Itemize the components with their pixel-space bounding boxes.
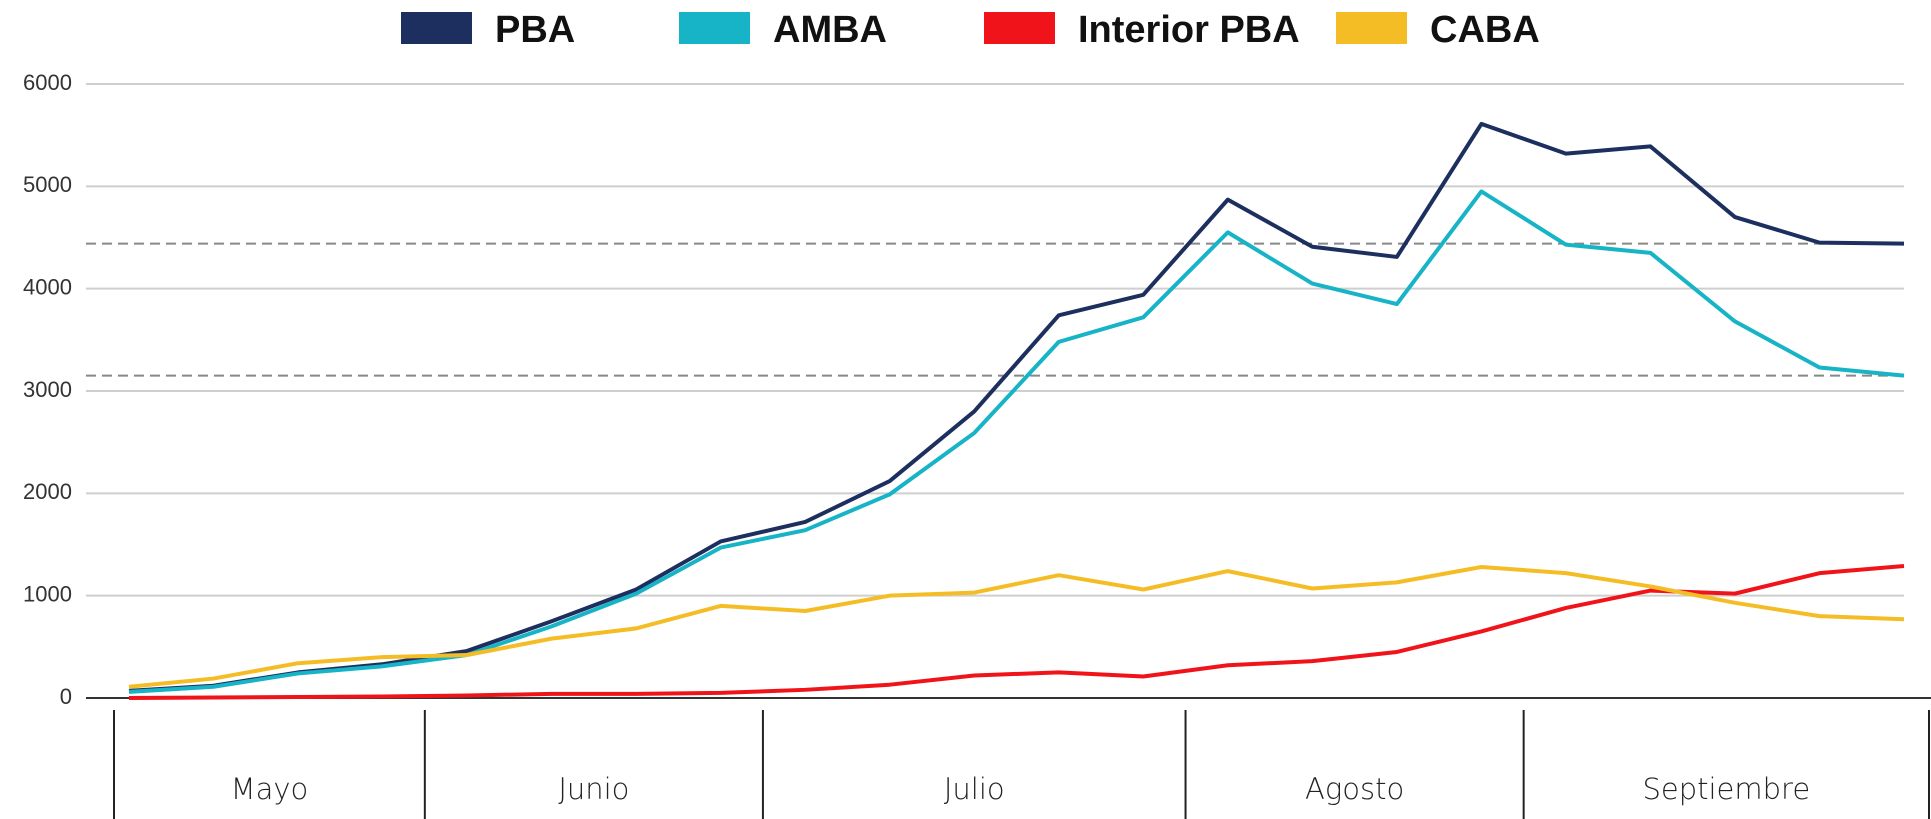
month-label: Mayo <box>231 772 309 806</box>
y-tick-label: 5000 <box>23 172 72 197</box>
series-line <box>128 563 1905 700</box>
legend-swatch <box>1336 12 1407 44</box>
legend-label: Interior PBA <box>1078 9 1300 51</box>
month-label: Septiembre <box>1642 772 1810 806</box>
y-tick-label: 4000 <box>23 274 72 299</box>
legend-label: PBA <box>495 9 575 51</box>
y-tick-label: 2000 <box>23 479 72 504</box>
y-tick-label: 3000 <box>23 377 72 402</box>
month-label: Junio <box>558 772 629 806</box>
month-label: Julio <box>944 772 1005 806</box>
series-line <box>128 189 1905 694</box>
legend-swatch <box>679 12 750 44</box>
legend-swatch <box>401 12 472 44</box>
series-line <box>128 121 1905 693</box>
month-label: Agosto <box>1305 772 1404 806</box>
series-line <box>128 565 1905 689</box>
y-tick-label: 1000 <box>23 581 72 606</box>
y-tick-label: 0 <box>60 684 72 709</box>
legend-label: CABA <box>1430 9 1540 51</box>
legend-label: AMBA <box>773 9 887 51</box>
legend-swatch <box>984 12 1055 44</box>
y-tick-label: 6000 <box>23 70 72 95</box>
